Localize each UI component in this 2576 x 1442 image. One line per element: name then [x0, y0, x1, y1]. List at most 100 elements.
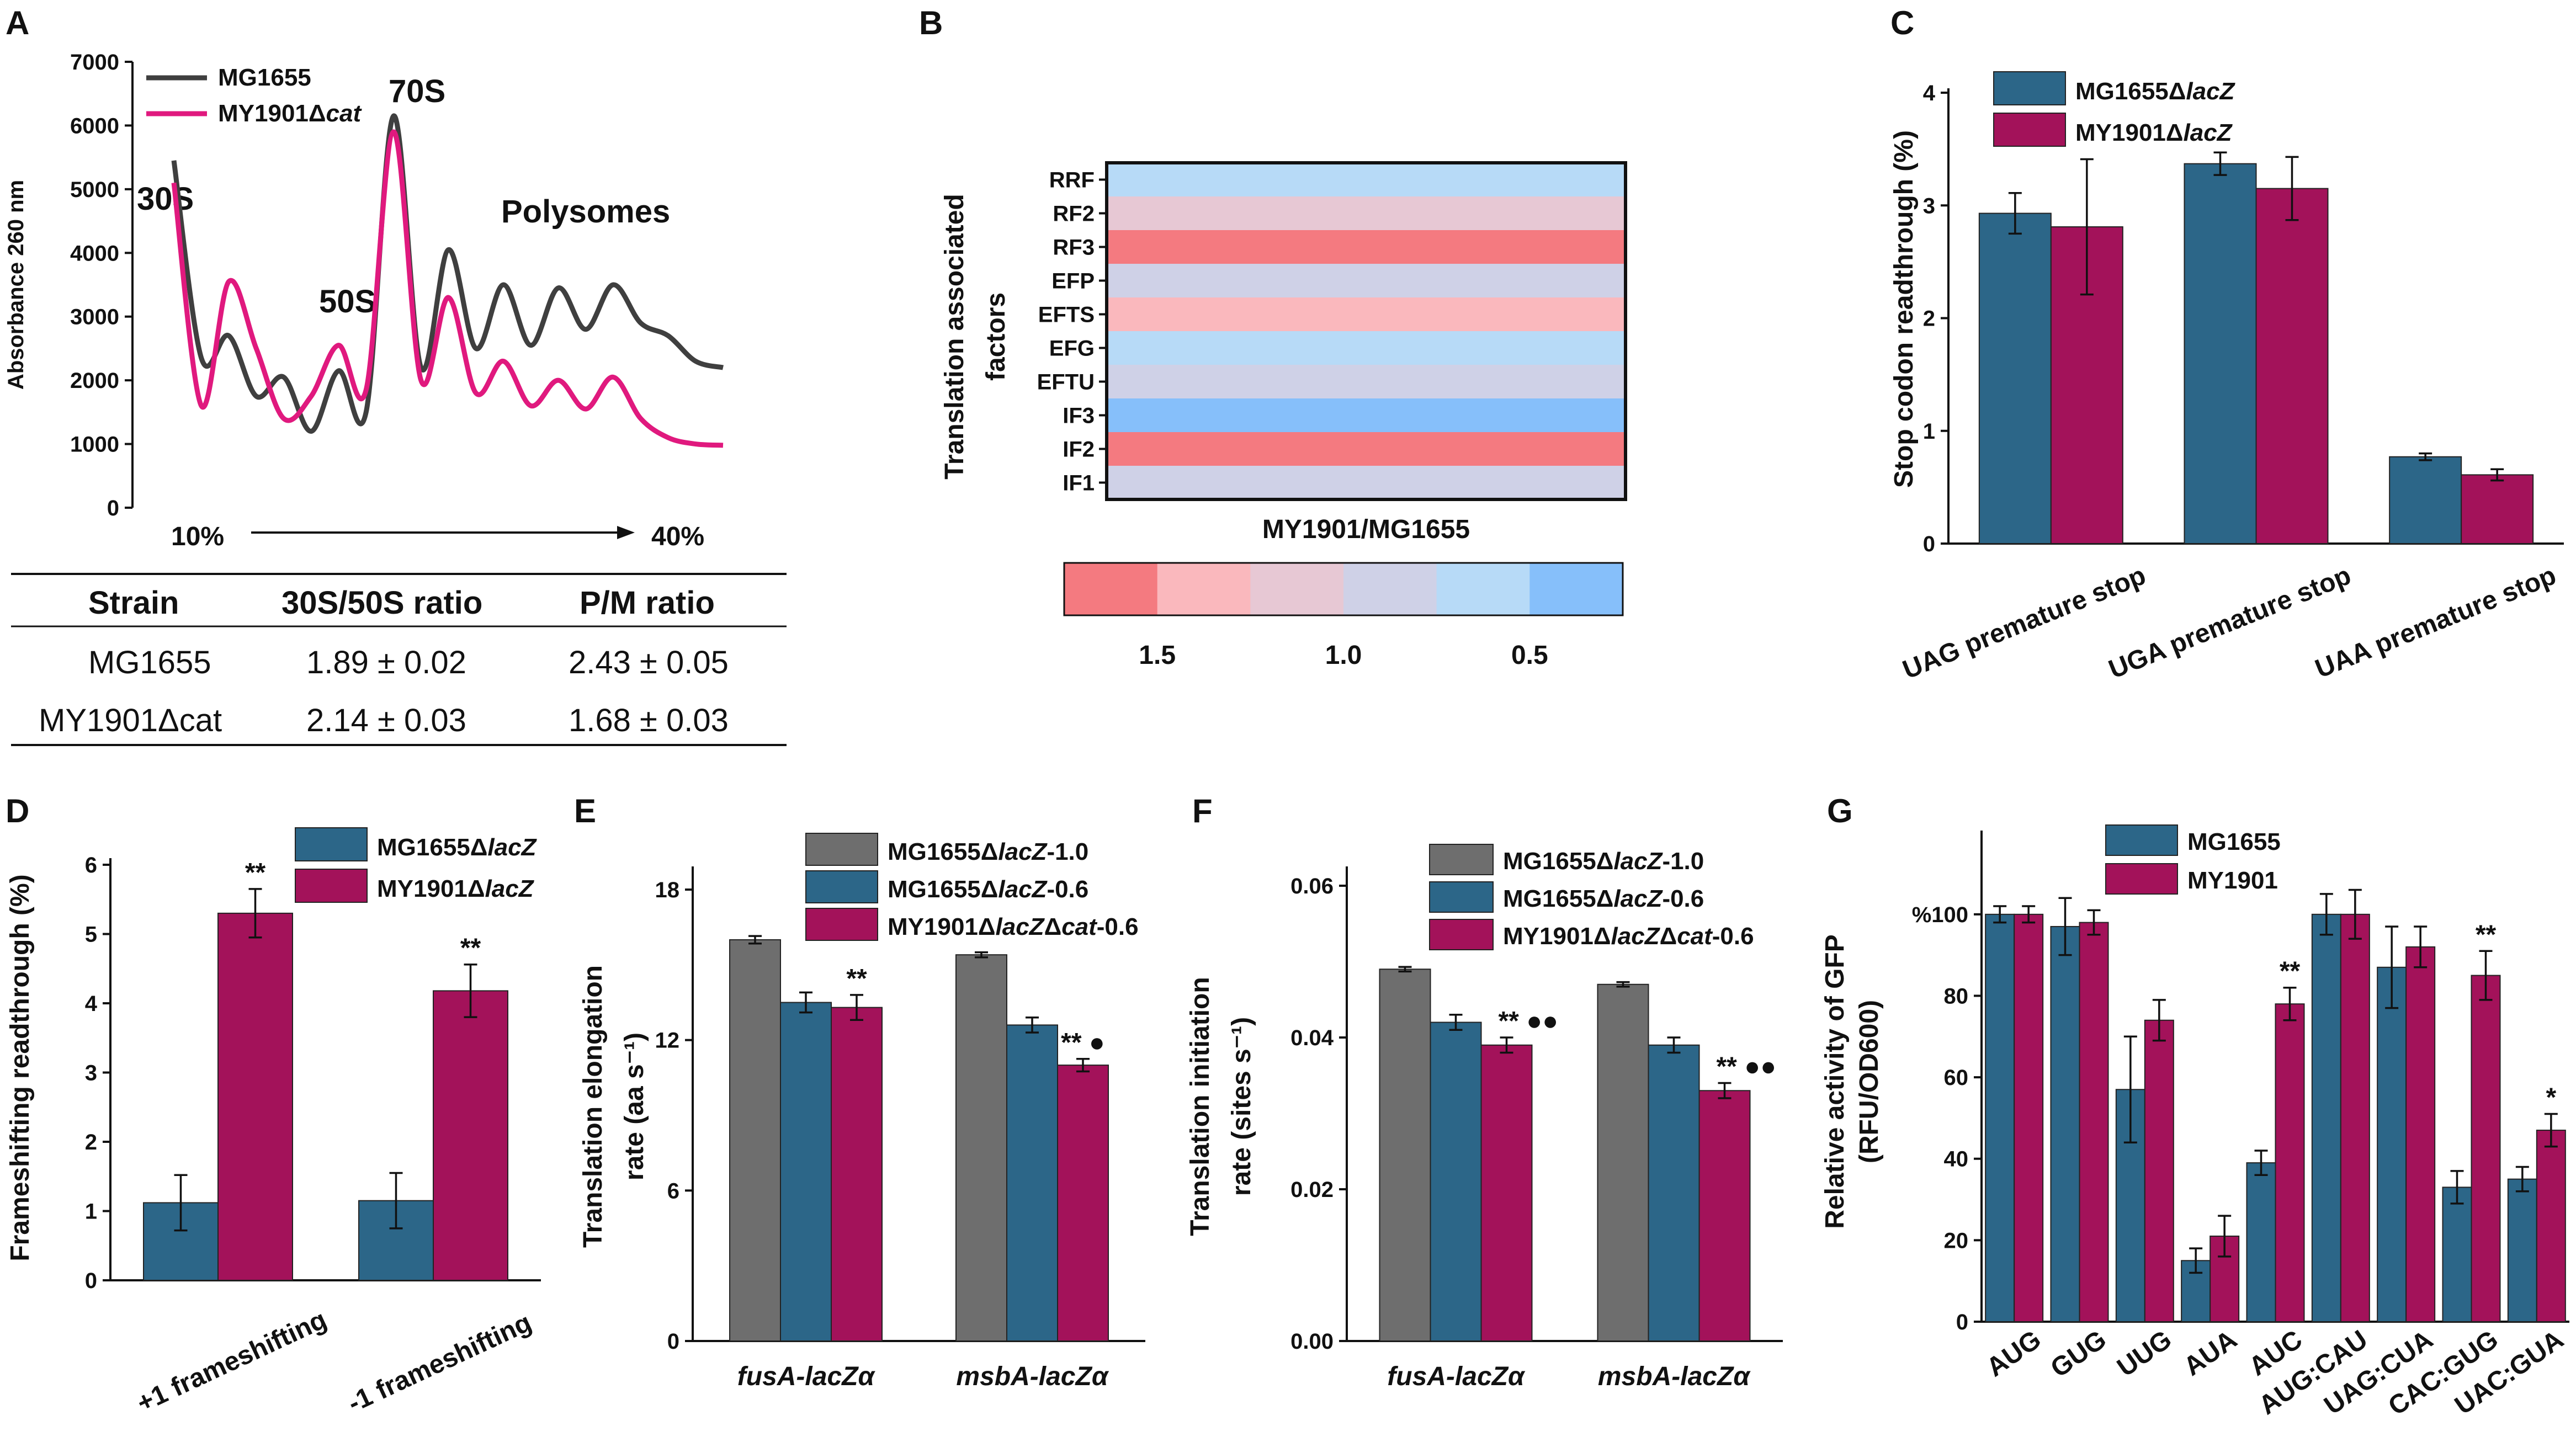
y-tick-label: 80 [1944, 984, 1969, 1008]
y-tick-label: 5 [85, 923, 97, 947]
legend-swatch [805, 870, 878, 903]
colorbar-segment [1250, 563, 1344, 615]
heatmap-cell [1107, 331, 1626, 365]
y-tick-label: 3000 [70, 305, 119, 329]
row-label: RRF [1049, 168, 1095, 193]
legend-swatch [295, 827, 368, 861]
series-line-mg1655 [171, 113, 724, 434]
colorbar-tick-label: 0.5 [1511, 641, 1548, 670]
row-label: EFTS [1038, 303, 1095, 327]
y-tick-label: 1 [1923, 419, 1935, 444]
legend-swatch [2105, 824, 2178, 856]
peak-label-polysomes: Polysomes [501, 194, 670, 230]
heatmap-cell [1107, 398, 1626, 432]
y-tick-label: 5000 [70, 178, 119, 202]
y-tick-label: 6 [85, 853, 97, 877]
x-category-label: -1 frameshifting [343, 1308, 536, 1418]
legend-swatch [295, 869, 368, 903]
peak-label-70s: 70S [389, 73, 445, 109]
table-row-1-30s-50s: 1.89 ± 0.02 [306, 645, 466, 680]
legend-label: MY1901ΔlacZΔcat-0.6 [1503, 923, 1754, 950]
table-header-strain: Strain [88, 585, 179, 621]
bar [1978, 212, 2052, 544]
colorbar-segment [1343, 563, 1437, 615]
x-category-label: GUG [2046, 1325, 2112, 1384]
y-tick-label: 0.06 [1290, 874, 1334, 898]
bar [1480, 1044, 1533, 1342]
colorbar-segment [1157, 563, 1251, 615]
y-tick-label: 0 [667, 1329, 679, 1354]
colorbar-segment [1436, 563, 1530, 615]
x-category-label: fusA-lacZα [1387, 1362, 1526, 1391]
heatmap-cell [1107, 196, 1626, 230]
panel-f-initiation-chart: 0.00 0.02 0.04 0.06 Translation initiation ra… [1186, 844, 1783, 1391]
bar [2340, 913, 2370, 1323]
bar [729, 939, 781, 1342]
x-axis-title: MY1901/MG1655 [1262, 515, 1470, 544]
y-tick-label: 3 [1923, 194, 1935, 218]
legend-swatch [1429, 919, 1494, 950]
bar [1057, 1065, 1109, 1342]
y-tick-label: 4 [1923, 81, 1936, 105]
bar [2461, 474, 2534, 544]
panel-label-g: G [1827, 792, 1853, 829]
bar [2144, 1019, 2174, 1322]
bar [1985, 913, 2015, 1323]
row-label: EFG [1049, 337, 1095, 361]
legend-swatch [1993, 113, 2066, 147]
panel-label-b: B [919, 4, 943, 41]
row-label: IF1 [1063, 471, 1095, 496]
y-tick-label: 2 [1923, 307, 1935, 331]
legend-label: MG1655 [2187, 828, 2281, 855]
colorbar-frame [1063, 562, 1624, 616]
heatmap-cell [1107, 466, 1626, 499]
bar [2536, 1130, 2566, 1322]
panel-a-polysome-profile: 30S 50S 70S Polysomes 10% 40% 0 1000 2000 3… [4, 50, 724, 551]
bar [2471, 975, 2501, 1322]
legend-swatch [1993, 71, 2066, 105]
bar [1430, 1021, 1482, 1342]
table-header-30s-50s: 30S/50S ratio [281, 585, 482, 621]
y-tick-label: 12 [655, 1029, 680, 1053]
bar [1698, 1090, 1751, 1342]
heatmap-cell [1107, 432, 1626, 466]
significance-annotation: ** [846, 964, 867, 993]
bar [780, 1002, 832, 1342]
x-category-label: fusA-lacZα [737, 1362, 876, 1391]
legend-label: MG1655ΔlacZ-0.6 [1503, 885, 1704, 912]
legend-label: MY1901ΔlacZΔcat-0.6 [888, 913, 1139, 940]
panel-label-c: C [1890, 4, 1914, 41]
row-label: RF3 [1053, 236, 1095, 260]
bar [2507, 1178, 2537, 1323]
significance-annotation: ** ●● [1499, 1007, 1559, 1036]
bar [2405, 946, 2436, 1322]
y-axis-title: Relative activity of GFP [1820, 934, 1850, 1229]
panel-b-heatmap: RRF RF2 RF3 EFP EFTS EFG EFTU IF3 IF2 IF1 MY1901/M… [940, 161, 1627, 670]
colorbar-segment [1529, 563, 1623, 615]
bar [1648, 1044, 1700, 1342]
y-tick-label: 1000 [70, 433, 119, 457]
y-tick-label: 1 [85, 1200, 97, 1224]
legend-swatch [805, 833, 878, 866]
x-category-label: AUA [2179, 1325, 2243, 1382]
x-category-label: AUG [1982, 1325, 2047, 1383]
heatmap-cell [1107, 163, 1626, 196]
legend-label: MG1655ΔlacZ-1.0 [1503, 848, 1704, 875]
bar [2275, 1003, 2305, 1322]
bar [433, 990, 508, 1281]
y-tick-label: 4 [85, 992, 98, 1016]
table-row-1-pm: 2.43 ± 0.05 [569, 645, 729, 680]
y-axis-title: (RFU/OD600) [1855, 1000, 1884, 1163]
significance-annotation: ** [245, 858, 266, 887]
legend-swatch [805, 908, 878, 941]
heatmap-cell [1107, 365, 1626, 398]
gradient-start-label: 10% [171, 522, 224, 551]
y-axis-title: Translation elongation [578, 965, 608, 1248]
bar [2079, 922, 2109, 1322]
y-tick-label: 20 [1944, 1228, 1969, 1253]
colorbar-tick-label: 1.0 [1325, 641, 1362, 670]
y-tick-label: 0 [1923, 532, 1935, 556]
heatmap-cell [1107, 297, 1626, 331]
colorbar-tick-label: 1.5 [1139, 641, 1176, 670]
significance-annotation: ** [2280, 957, 2301, 986]
